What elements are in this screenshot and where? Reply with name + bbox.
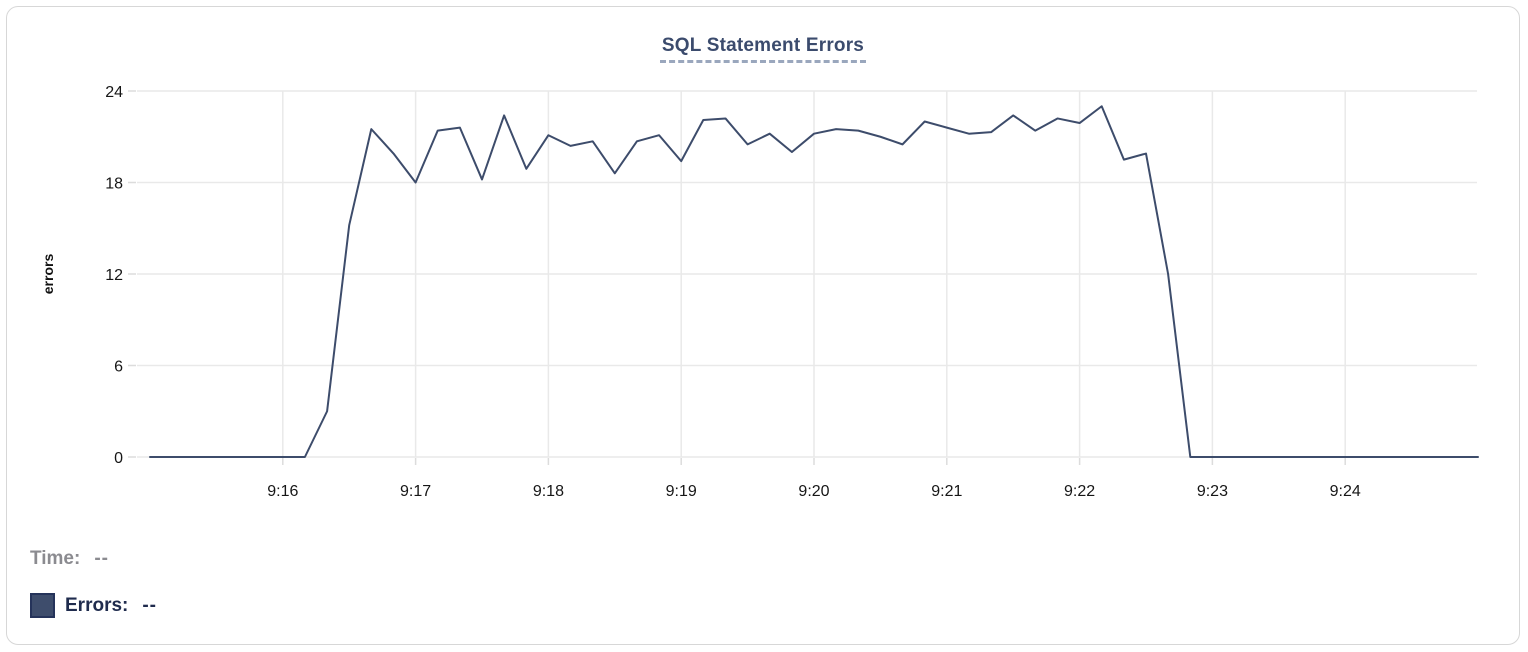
chart-card: 9:16 9:17 9:18 9:19 9:20 9:21 9:22 9:23 9:24 0 6 12… <box>6 6 1520 645</box>
y-tick-label: 24 <box>105 84 123 101</box>
errors-readout-label: Errors: <box>65 594 129 616</box>
y-tick-label: 6 <box>114 359 123 376</box>
y-tick-label: 18 <box>105 176 123 193</box>
y-grid: 0 6 12 18 24 <box>105 84 1477 467</box>
y-axis-label: errors <box>40 254 56 295</box>
errors-readout-value: -- <box>142 594 158 616</box>
errors-readout-row: Errors: -- <box>30 593 157 618</box>
chart-title[interactable]: SQL Statement Errors <box>659 35 867 63</box>
time-readout-value: -- <box>94 548 109 569</box>
x-tick-label: 9:21 <box>931 483 962 500</box>
x-tick-label: 9:23 <box>1197 483 1228 500</box>
y-tick-label: 0 <box>114 450 123 467</box>
errors-series-line <box>149 105 1479 458</box>
x-tick-label: 9:17 <box>400 483 431 500</box>
x-tick-label: 9:18 <box>533 483 564 500</box>
x-tick-label: 9:16 <box>267 483 298 500</box>
x-tick-label: 9:19 <box>666 483 697 500</box>
x-tick-label: 9:20 <box>798 483 829 500</box>
y-tick-label: 12 <box>105 267 123 284</box>
chart-canvas[interactable]: 9:16 9:17 9:18 9:19 9:20 9:21 9:22 9:23 9:24 0 6 12… <box>7 7 1528 519</box>
time-readout-row: Time: -- <box>30 547 109 571</box>
chart-header: SQL Statement Errors <box>7 35 1519 63</box>
x-tick-label: 9:22 <box>1064 483 1095 500</box>
errors-legend-swatch-icon <box>30 593 55 618</box>
x-tick-label: 9:24 <box>1330 483 1361 500</box>
x-grid: 9:16 9:17 9:18 9:19 9:20 9:21 9:22 9:23 9:24 <box>267 91 1361 500</box>
time-readout-label: Time: <box>30 548 81 569</box>
